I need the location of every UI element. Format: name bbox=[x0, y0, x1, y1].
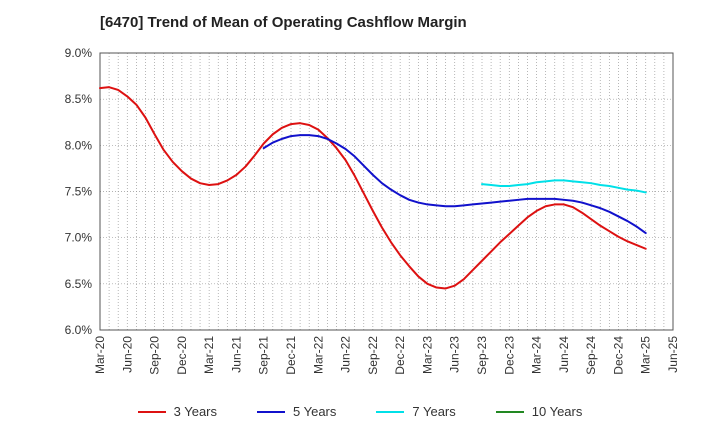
y-tick-label: 7.0% bbox=[65, 231, 93, 245]
legend-swatch bbox=[376, 410, 405, 413]
y-tick-label: 6.0% bbox=[65, 323, 93, 337]
x-tick-label: Dec-22 bbox=[393, 336, 407, 375]
x-tick-label: Sep-21 bbox=[257, 336, 271, 375]
x-tick-label: Mar-21 bbox=[202, 336, 216, 374]
legend-label: 5 Years bbox=[293, 404, 337, 419]
plot-border bbox=[99, 52, 674, 331]
legend-swatch bbox=[257, 410, 285, 413]
x-tick-label: Dec-20 bbox=[175, 336, 189, 375]
x-tick-label: Jun-23 bbox=[448, 336, 462, 373]
x-tick-label: Sep-23 bbox=[475, 336, 489, 375]
x-tick-label: Jun-21 bbox=[229, 336, 243, 373]
legend-item: 10 Years bbox=[495, 404, 583, 419]
legend-item: 7 Years bbox=[376, 404, 456, 419]
legend: 3 Years 5 Years 7 Years 10 Years bbox=[0, 404, 720, 419]
legend-swatch bbox=[495, 410, 524, 413]
x-tick-label: Dec-23 bbox=[502, 336, 516, 375]
axes: 6.0% 6.5% 7.0% 7.5% 8.0% 8.5% 9.0% Mar-20 Jun-20… bbox=[65, 46, 680, 375]
y-tick-label: 8.5% bbox=[65, 92, 93, 106]
y-tick-label: 7.5% bbox=[65, 185, 93, 199]
y-tick-label: 8.0% bbox=[65, 138, 93, 152]
x-tick-label: Dec-21 bbox=[284, 336, 298, 375]
x-tick-label: Jun-24 bbox=[557, 336, 571, 373]
legend-item: 3 Years bbox=[137, 404, 217, 419]
legend-label: 7 Years bbox=[412, 404, 456, 419]
x-tick-label: Mar-25 bbox=[639, 336, 653, 374]
legend-label: 3 Years bbox=[173, 404, 217, 419]
legend-item: 5 Years bbox=[257, 404, 336, 419]
chart-title: [6470] Trend of Mean of Operating Cashfl… bbox=[100, 14, 467, 31]
grid bbox=[99, 52, 674, 331]
series-line-7-years bbox=[481, 179, 647, 194]
x-tick-label: Sep-22 bbox=[366, 336, 380, 375]
y-tick-label: 6.5% bbox=[65, 277, 93, 291]
series-line-3-years bbox=[99, 86, 647, 290]
y-tick-label: 9.0% bbox=[65, 46, 93, 60]
x-tick-label: Jun-25 bbox=[666, 336, 680, 373]
legend-label: 10 Years bbox=[531, 404, 583, 419]
series-lines bbox=[99, 86, 647, 290]
x-tick-label: Jun-20 bbox=[120, 336, 134, 373]
legend-swatch bbox=[137, 410, 166, 413]
x-tick-label: Jun-22 bbox=[339, 336, 353, 373]
x-tick-label: Sep-24 bbox=[584, 336, 598, 375]
x-tick-label: Mar-20 bbox=[93, 336, 107, 374]
x-tick-label: Mar-22 bbox=[311, 336, 325, 374]
series-line-5-years bbox=[262, 134, 647, 235]
x-tick-label: Sep-20 bbox=[148, 336, 162, 375]
x-tick-label: Mar-23 bbox=[420, 336, 434, 374]
x-tick-label: Mar-24 bbox=[530, 336, 544, 374]
x-tick-label: Dec-24 bbox=[611, 336, 625, 375]
